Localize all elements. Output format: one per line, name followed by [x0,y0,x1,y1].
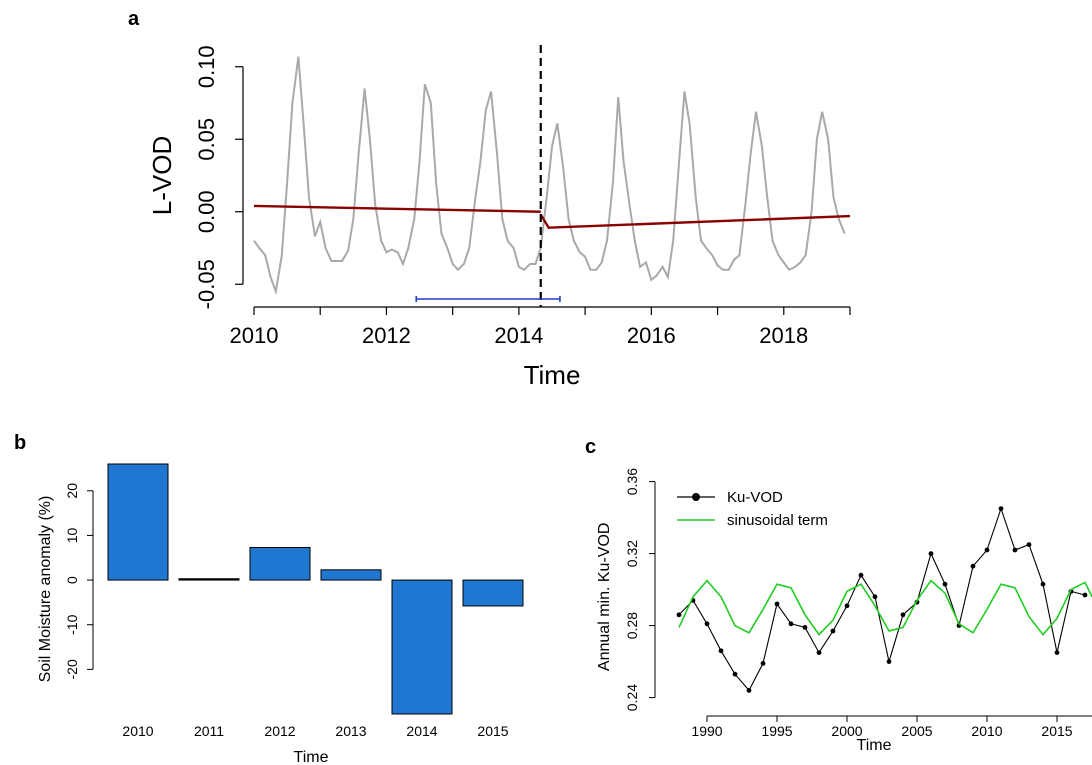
x-tick-label-a: 2014 [494,323,543,348]
x-tick-label-a: 2010 [230,323,279,348]
ku-vod-point [1040,581,1046,587]
ku-vod-point [984,547,990,553]
y-tick-label-c: 0.36 [624,468,640,495]
trend-line-1 [253,204,541,213]
x-tick-label-b: 2013 [335,723,366,739]
y-axis-label-a: L-VOD [147,136,177,215]
ku-vod-point [900,612,906,618]
ku-vod-point [886,659,892,664]
legend-marker-ku-vod [692,493,700,501]
x-tick-label-b: 2011 [194,723,224,739]
x-axis-label-b: Time [294,749,329,765]
ku-vod-point [732,671,738,677]
ku-vod-point [844,603,850,609]
ku-vod-point [704,621,710,627]
bar-2011 [178,578,240,581]
ku-vod-point [1054,650,1060,655]
y-axis-label-b: Soil Moisture anomaly (%) [37,496,54,683]
panel-label-b: b [14,432,26,454]
ku-vod-point [788,621,794,627]
x-tick-label-a: 2018 [759,323,808,348]
x-tick-label-c: 2000 [831,723,862,739]
x-axis-label-a: Time [524,360,581,390]
x-tick-label-a: 2016 [627,323,676,348]
ku-vod-point [760,661,766,666]
x-tick-label-c: 1995 [761,723,792,739]
ku-vod-point [970,563,976,569]
series-lvod-line [253,56,846,296]
ku-vod-point [746,688,752,693]
bar-2012 [249,546,311,581]
ku-vod-point [942,581,948,587]
y-tick-label-a: -0.05 [194,259,219,309]
x-tick-label-c: 1990 [691,723,722,739]
x-axis-label-c: Time [857,737,892,754]
y-tick-label-a: 0.00 [194,190,219,233]
ku-vod-point [830,628,836,634]
panel-label-a: a [128,8,140,30]
series-ku-vod-line [678,506,1086,692]
chart-b: 2010 2011 2012 2013 2014 2015 Time -20 -10 0 10 20 S… [37,463,524,765]
ku-vod-point [718,648,724,654]
y-tick-label-b: 10 [64,527,80,543]
legend-label-ku-vod: Ku-VOD [727,489,783,506]
bar-2013 [320,569,382,581]
bar-2015 [462,579,524,607]
series-sinusoidal-line [678,579,1092,636]
x-tick-label-c: 2005 [901,723,932,739]
chart-c: 0.24 0.28 0.32 0.36 Annual min. Ku-VOD 1990 19… [596,468,1092,754]
y-tick-label-b: -20 [64,659,80,679]
y-tick-label-b: 20 [64,483,80,499]
x-tick-label-b: 2010 [122,723,153,739]
ku-vod-point [872,594,878,600]
x-tick-label-b: 2014 [406,723,437,739]
y-tick-label-a: 0.05 [194,118,219,161]
x-tick-label-c: 2015 [1041,723,1072,739]
x-tick-label-b: 2012 [264,723,295,739]
bar-2014 [391,579,453,715]
ku-vod-point [676,612,682,618]
y-tick-label-b: 0 [64,576,80,584]
trend-line-2 [539,214,851,229]
x-tick-label-c: 2010 [971,723,1002,739]
y-tick-label-c: 0.24 [624,684,640,711]
panel-label-c: c [585,436,596,458]
ku-vod-point [1026,542,1032,547]
chart-a: 2010 2012 2014 2016 2018 Time -0.05 0.00 0.05 0.1… [147,45,851,390]
y-axis-label-c: Annual min. Ku-VOD [596,523,613,672]
y-tick-label-c: 0.28 [624,612,640,639]
ku-vod-point [998,506,1004,511]
bar-2010 [107,463,169,581]
ku-vod-point [816,650,822,655]
ku-vod-point [1082,592,1088,598]
y-tick-label-c: 0.32 [624,540,640,567]
ku-vod-point [858,572,864,578]
ku-vod-point [928,551,934,556]
x-tick-label-a: 2012 [362,323,411,348]
y-tick-label-a: 0.10 [194,45,219,88]
ku-vod-point [774,601,780,607]
y-tick-label-b: -10 [64,614,80,634]
ku-vod-point [802,625,808,630]
x-tick-label-b: 2015 [477,723,508,739]
legend-label-sinusoidal: sinusoidal term [727,512,828,529]
ku-vod-point [1012,547,1018,553]
